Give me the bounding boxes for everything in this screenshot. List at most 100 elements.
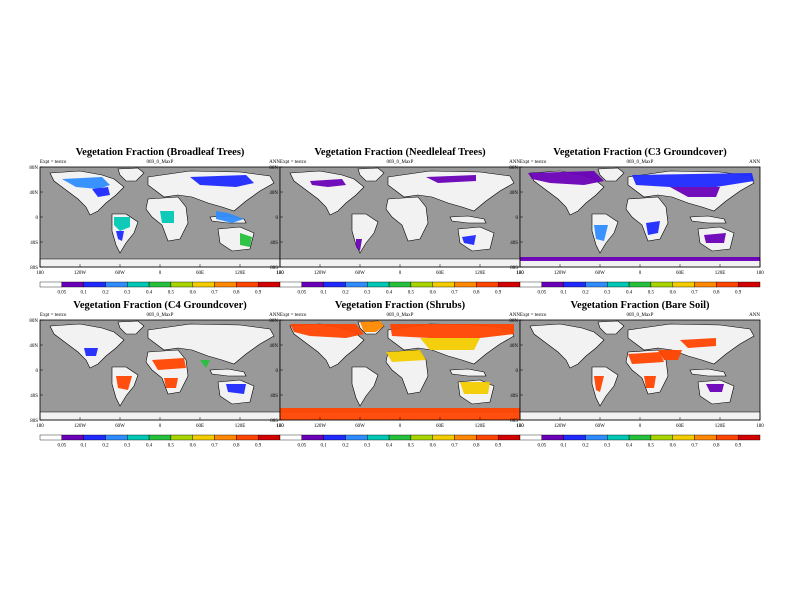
lon-tick-label: 120W	[74, 424, 87, 429]
lat-tick-label: 80S	[270, 419, 278, 424]
colorbar-label: 0.9	[255, 291, 262, 296]
veg-field-amazon	[114, 217, 130, 231]
lat-tick-label: 0	[36, 216, 39, 221]
colorbar-label: 0.2	[102, 444, 109, 449]
colorbar-label: 0.6	[430, 444, 437, 449]
lon-tick-label: 120E	[235, 271, 246, 276]
lon-tick-label: 120W	[314, 271, 327, 276]
land-indonesia	[209, 368, 247, 377]
lon-tick-label: 120E	[475, 424, 486, 429]
case-label: 069_0_MaxP	[386, 313, 414, 318]
veg-field-siberia	[190, 175, 254, 187]
veg-field-australia-shrub	[460, 382, 490, 394]
lon-tick-label: 60W	[115, 271, 125, 276]
season-label: ANN	[269, 160, 280, 165]
lat-tick-label: 40N	[29, 191, 38, 196]
lon-tick-label: 120W	[554, 424, 567, 429]
veg-field-arabia	[658, 350, 682, 360]
season-label: ANN	[509, 160, 520, 165]
veg-field-africa-south-bare	[644, 376, 656, 388]
lat-tick-label: 80N	[29, 319, 38, 324]
lat-tick-label: 80S	[510, 419, 518, 424]
colorbar-swatch	[585, 281, 608, 288]
colorbar-swatch	[257, 281, 281, 288]
case-label: 069_0_MaxP	[626, 160, 654, 165]
veg-field-s-america-c3	[594, 225, 608, 241]
colorbar-label: 0.05	[57, 291, 66, 296]
colorbar-swatch	[519, 434, 543, 441]
colorbar-swatch	[61, 434, 84, 441]
lon-tick-label: 60W	[115, 424, 125, 429]
colorbar-label: 0.5	[408, 444, 415, 449]
land-eurasia	[147, 323, 275, 365]
colorbar: 0.05 0.1 0.2 0.3 0.4 0.5 0.6 0.7 0.8 0.9	[279, 281, 521, 296]
lat-tick-label: 80S	[270, 266, 278, 271]
colorbar: 0.05 0.1 0.2 0.3 0.4 0.5 0.6 0.7 0.8 0.9	[39, 281, 281, 296]
colorbar-swatch	[454, 281, 477, 288]
colorbar-swatch	[148, 281, 172, 288]
colorbar-swatch	[279, 281, 303, 288]
lon-tick-label: 0	[639, 271, 642, 276]
colorbar-label: 0.7	[211, 291, 218, 296]
veg-field-boreal-canada	[310, 179, 346, 187]
season-label: ANN	[749, 313, 760, 318]
colorbar-swatch	[585, 434, 608, 441]
colorbar-swatch	[716, 281, 739, 288]
colorbar-swatch	[563, 434, 586, 441]
lon-tick-label: 180	[276, 271, 284, 276]
lon-tick-label: 120W	[74, 271, 87, 276]
colorbar-label: 0.1	[321, 291, 328, 296]
lon-tick-label: 60E	[436, 271, 444, 276]
lon-tick-label: 60E	[196, 424, 204, 429]
panel-needleleaf-trees: Vegetation Fraction (Needleleaf Trees) Ex…	[269, 147, 524, 297]
panel-shrubs: Vegetation Fraction (Shrubs) Expt = testc…	[269, 300, 524, 450]
lat-tick-label: 80N	[29, 166, 38, 171]
colorbar-label: 0.7	[451, 444, 458, 449]
colorbar-swatch	[454, 434, 477, 441]
colorbar-label: 0.3	[364, 291, 371, 296]
land-northAmerica	[529, 323, 605, 369]
colorbar-swatch	[148, 434, 172, 441]
experiment-label: Expt = testco	[280, 160, 307, 165]
veg-field-arctic-na	[528, 171, 604, 185]
veg-field-sahel	[152, 358, 186, 370]
colorbar-swatch	[476, 434, 499, 441]
lon-tick-label: 180	[276, 424, 284, 429]
panel-broadleaf-trees: Vegetation Fraction (Broadleaf Trees) Exp…	[29, 147, 284, 297]
veg-field-s-america-c4	[116, 376, 132, 390]
panel-title: Vegetation Fraction (Shrubs)	[334, 300, 466, 311]
colorbar-swatch	[737, 434, 761, 441]
lon-tick-label: 60E	[676, 271, 684, 276]
colorbar-swatch	[192, 281, 215, 288]
colorbar-label: 0.7	[691, 444, 698, 449]
lat-tick-label: 40N	[29, 344, 38, 349]
colorbar-swatch	[672, 434, 695, 441]
colorbar-swatch	[192, 434, 215, 441]
land-northAmerica	[49, 323, 125, 369]
lon-tick-label: 60E	[196, 271, 204, 276]
veg-field-antarctic-shrub	[280, 408, 520, 420]
lon-tick-label: 180	[516, 271, 524, 276]
land-greenland	[117, 167, 145, 182]
land-northAmerica	[289, 170, 365, 216]
land-greenland	[597, 320, 625, 335]
colorbar-swatch	[367, 281, 390, 288]
case-label: 069_0_MaxP	[146, 160, 174, 165]
land-greenland	[357, 167, 385, 182]
veg-field-arctic-eurasia	[632, 173, 754, 187]
lon-tick-label: 60W	[595, 424, 605, 429]
colorbar-label: 0.05	[537, 291, 546, 296]
panel-bare-soil: Vegetation Fraction (Bare Soil) Expt = te…	[509, 300, 764, 450]
land-indonesia	[449, 215, 487, 224]
colorbar-label: 0.1	[81, 291, 88, 296]
lon-tick-label: 180	[516, 271, 524, 276]
colorbar: 0.05 0.1 0.2 0.3 0.4 0.5 0.6 0.7 0.8 0.9	[279, 434, 521, 449]
colorbar-label: 0.3	[604, 291, 611, 296]
season-label: ANN	[269, 313, 280, 318]
colorbar-swatch	[257, 434, 281, 441]
veg-field-central-africa	[160, 211, 174, 223]
veg-field-nam-forest-east	[92, 187, 110, 197]
colorbar-swatch	[214, 434, 237, 441]
veg-field-sahara-bare	[628, 352, 664, 364]
